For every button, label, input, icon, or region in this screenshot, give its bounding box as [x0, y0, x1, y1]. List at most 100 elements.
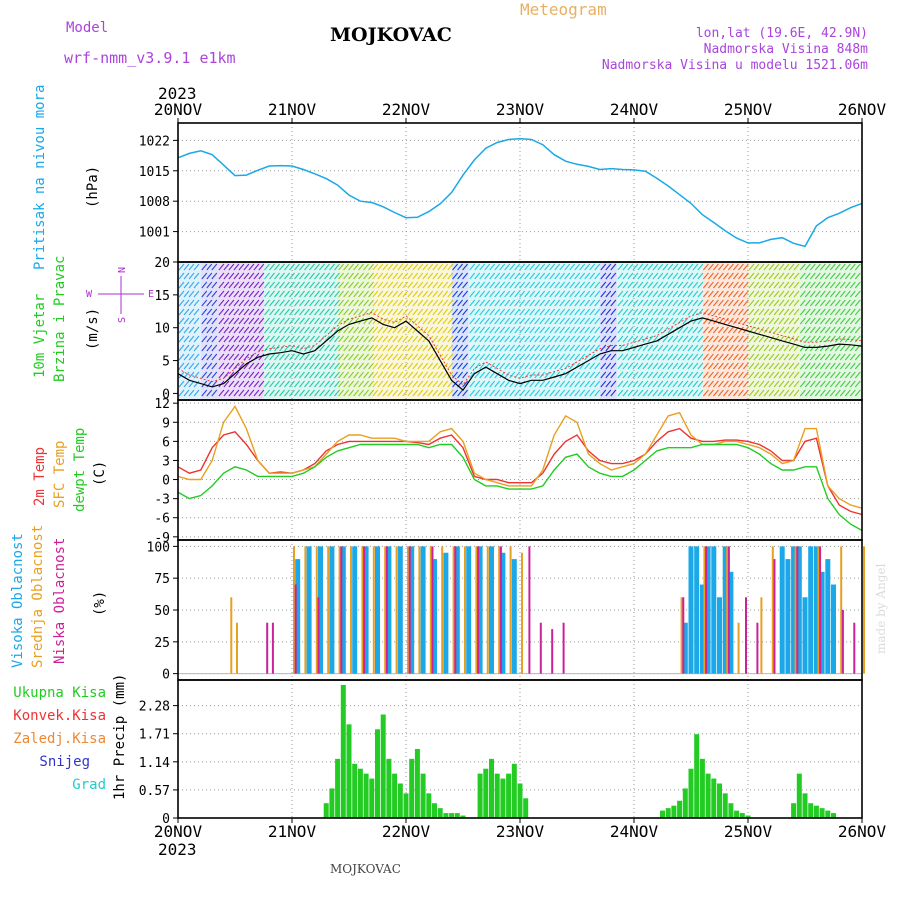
cloud-mid-bar [726, 546, 729, 674]
wind-barb [462, 308, 469, 316]
cloud-high-bar [397, 546, 403, 674]
pressure-line [177, 137, 863, 248]
cloud-low-bar [773, 559, 776, 674]
wind-barb [589, 344, 596, 352]
cloud-high-bar [477, 546, 483, 674]
wind-barb [479, 272, 486, 280]
wind-barb [479, 362, 486, 370]
wind-barb [839, 281, 846, 289]
wind-barb [783, 281, 790, 289]
wind-barb [228, 326, 235, 334]
wind-barb [748, 263, 755, 271]
wind-barb [783, 317, 790, 325]
wind-barb [412, 335, 419, 343]
wind-barb [667, 281, 674, 289]
wind-barb [539, 326, 546, 334]
wind-barb [519, 389, 526, 397]
wind-barb [412, 263, 419, 271]
wind-barb [712, 380, 719, 388]
wind-barb [299, 371, 305, 379]
wind-barb [564, 263, 571, 271]
wind-barb [549, 308, 556, 316]
wind-barb [412, 290, 419, 298]
wind-barb [504, 353, 511, 361]
wind-barb [622, 281, 629, 289]
wind-barb [814, 389, 821, 397]
wind-barb [584, 362, 591, 370]
wind-barb [748, 344, 755, 352]
wind-barb [338, 263, 345, 271]
wind-barb [824, 281, 831, 289]
wind-barb [574, 353, 581, 361]
precip-bar [329, 788, 335, 818]
wind-barb [206, 335, 213, 343]
wind-barb [809, 281, 816, 289]
wind-barb [773, 281, 780, 289]
wind-barb [702, 263, 709, 271]
wind-barb [233, 380, 240, 388]
cloud-high-bar [420, 546, 426, 674]
wind-barb [223, 290, 230, 298]
wind-barb [233, 308, 240, 316]
wind-barb [594, 317, 601, 325]
wind-barb [201, 326, 208, 334]
wind-barb [804, 299, 811, 307]
wind-barb [206, 263, 213, 271]
wind-barb [637, 317, 644, 325]
wind-barb [814, 380, 821, 388]
wind-barb [211, 371, 218, 379]
wind-barb [799, 263, 806, 271]
wind-barb [243, 344, 250, 352]
wind-barb [484, 272, 491, 280]
wind-barb [748, 371, 755, 379]
wind-barb [432, 362, 439, 370]
wind-barb [768, 380, 775, 388]
wind-barb [753, 362, 760, 370]
wind-barb [600, 272, 607, 280]
wind-barb [387, 308, 394, 316]
wind-barb [504, 308, 511, 316]
wind-barb [707, 344, 714, 352]
cloud-axis-sublabel: Srednja Oblacnost [30, 525, 46, 668]
wind-barb [253, 281, 260, 289]
wind-barb [253, 344, 260, 352]
wind-barb [499, 290, 506, 298]
precip-bar [802, 793, 808, 818]
wind-barb [682, 299, 689, 307]
wind-barb [243, 299, 250, 307]
wind-barb [682, 308, 689, 316]
wind-barb [524, 272, 531, 280]
wind-barb [652, 299, 659, 307]
wind-barb [447, 380, 454, 388]
wind-barb [564, 389, 571, 397]
wind-barb [377, 299, 384, 307]
wind-barb [248, 317, 255, 325]
wind-barb [289, 371, 295, 379]
wind-barb [849, 380, 856, 388]
wind-barb [397, 299, 404, 307]
wind-barb [617, 317, 624, 325]
precip-bar [443, 813, 449, 818]
wind-barb [768, 317, 775, 325]
temp-2m-line [177, 427, 863, 516]
wind-barb [554, 335, 561, 343]
wind-barb [504, 299, 511, 307]
wind-barb [238, 317, 245, 325]
wind-barb [363, 299, 370, 307]
wind-barb [178, 326, 185, 334]
wind-barb [314, 353, 320, 361]
wind-barb [742, 380, 749, 388]
wind-barb [504, 380, 511, 388]
wind-barb [417, 335, 424, 343]
cloud-high-bar [717, 597, 722, 674]
wind-barb [788, 272, 795, 280]
wind-barb [188, 263, 195, 271]
wind-barb [484, 380, 491, 388]
wind-barb [605, 353, 612, 361]
wind-barb [589, 335, 596, 343]
wind-barb [178, 344, 185, 352]
wind-barb [457, 362, 464, 370]
wind-barb [622, 263, 629, 271]
wind-barb [564, 344, 571, 352]
cloud-mid-bar [361, 546, 364, 674]
